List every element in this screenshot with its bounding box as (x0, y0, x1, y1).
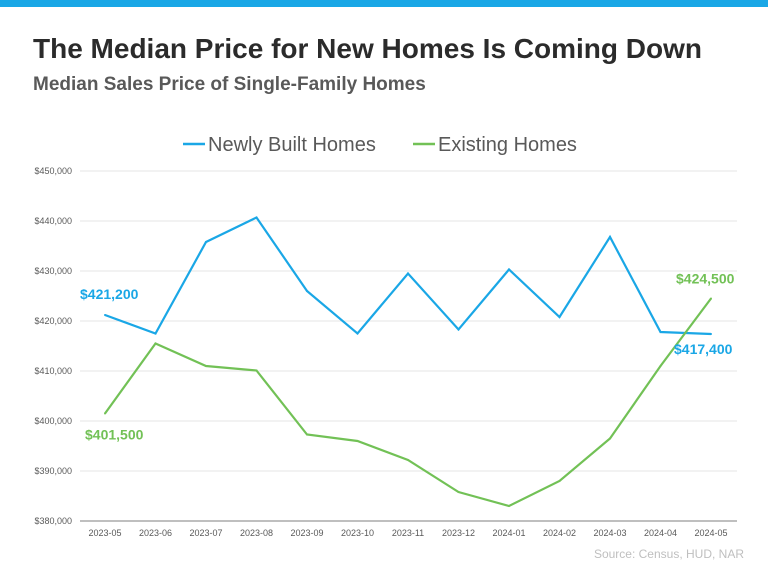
y-tick-label: $450,000 (34, 166, 72, 176)
x-tick-label: 2023-12 (442, 528, 475, 538)
data-point (558, 316, 561, 318)
data-point (558, 480, 561, 482)
data-point (104, 412, 106, 415)
y-tick-label: $380,000 (34, 516, 72, 526)
data-point (609, 236, 611, 238)
y-tick-label: $390,000 (34, 466, 72, 476)
data-point (356, 440, 359, 442)
data-point (407, 272, 409, 275)
legend-label: Newly Built Homes (208, 134, 376, 156)
data-point (710, 333, 712, 335)
data-point (356, 332, 359, 335)
data-label: $424,500 (676, 271, 735, 287)
y-axis: $380,000 $390,000 $400,000 $410,000 $420,000… (34, 166, 72, 526)
y-tick-label: $400,000 (34, 416, 72, 426)
x-tick-label: 2024-05 (694, 528, 727, 538)
data-point (255, 216, 258, 219)
x-tick-label: 2023-10 (341, 528, 374, 538)
y-tick-label: $440,000 (34, 216, 72, 226)
legend: Newly Built Homes Existing Homes (183, 134, 577, 156)
y-tick-label: $430,000 (34, 266, 72, 276)
y-tick-label: $410,000 (34, 366, 72, 376)
data-point (508, 505, 510, 507)
data-label: $401,500 (85, 427, 144, 443)
x-tick-label: 2023-06 (139, 528, 172, 538)
page-subtitle: Median Sales Price of Single-Family Home… (33, 74, 426, 95)
data-point (457, 491, 460, 493)
x-tick-label: 2024-02 (543, 528, 576, 538)
x-tick-label: 2023-11 (392, 528, 424, 538)
source-note: Source: Census, HUD, NAR (593, 547, 744, 561)
x-tick-label: 2024-03 (593, 528, 626, 538)
data-point (710, 297, 712, 300)
data-point (154, 332, 157, 335)
data-point (306, 290, 308, 292)
data-label: $421,200 (80, 286, 139, 302)
data-point (154, 342, 157, 345)
x-tick-label: 2023-08 (240, 528, 273, 538)
data-label: $417,400 (674, 341, 733, 357)
data-point (306, 433, 308, 436)
y-tick-label: $420,000 (34, 316, 72, 326)
data-point (255, 369, 258, 372)
data-point (407, 459, 409, 461)
data-point (508, 268, 510, 271)
x-tick-label: 2023-07 (189, 528, 222, 538)
series-lines (104, 216, 712, 508)
data-labels: $421,200 $417,400 $401,500 $424,500 (80, 271, 735, 443)
x-axis: 2023-05 2023-06 2023-07 2023-08 2023-09 2023-… (80, 520, 737, 538)
data-point (659, 365, 662, 367)
gridlines (80, 170, 737, 522)
data-point (205, 365, 207, 367)
data-point (659, 331, 662, 333)
x-tick-label: 2023-05 (88, 528, 121, 538)
legend-label: Existing Homes (438, 134, 577, 156)
data-point (609, 437, 611, 440)
data-point (457, 328, 460, 331)
series-line-existing (104, 297, 712, 508)
top-accent-bar (0, 0, 768, 7)
series-line-newly-built (104, 216, 712, 336)
x-tick-label: 2023-09 (290, 528, 323, 538)
x-tick-label: 2024-04 (644, 528, 677, 538)
page-title: The Median Price for New Homes Is Coming… (33, 33, 702, 64)
data-point (205, 241, 207, 243)
data-point (104, 314, 106, 316)
x-tick-label: 2024-01 (492, 528, 525, 538)
